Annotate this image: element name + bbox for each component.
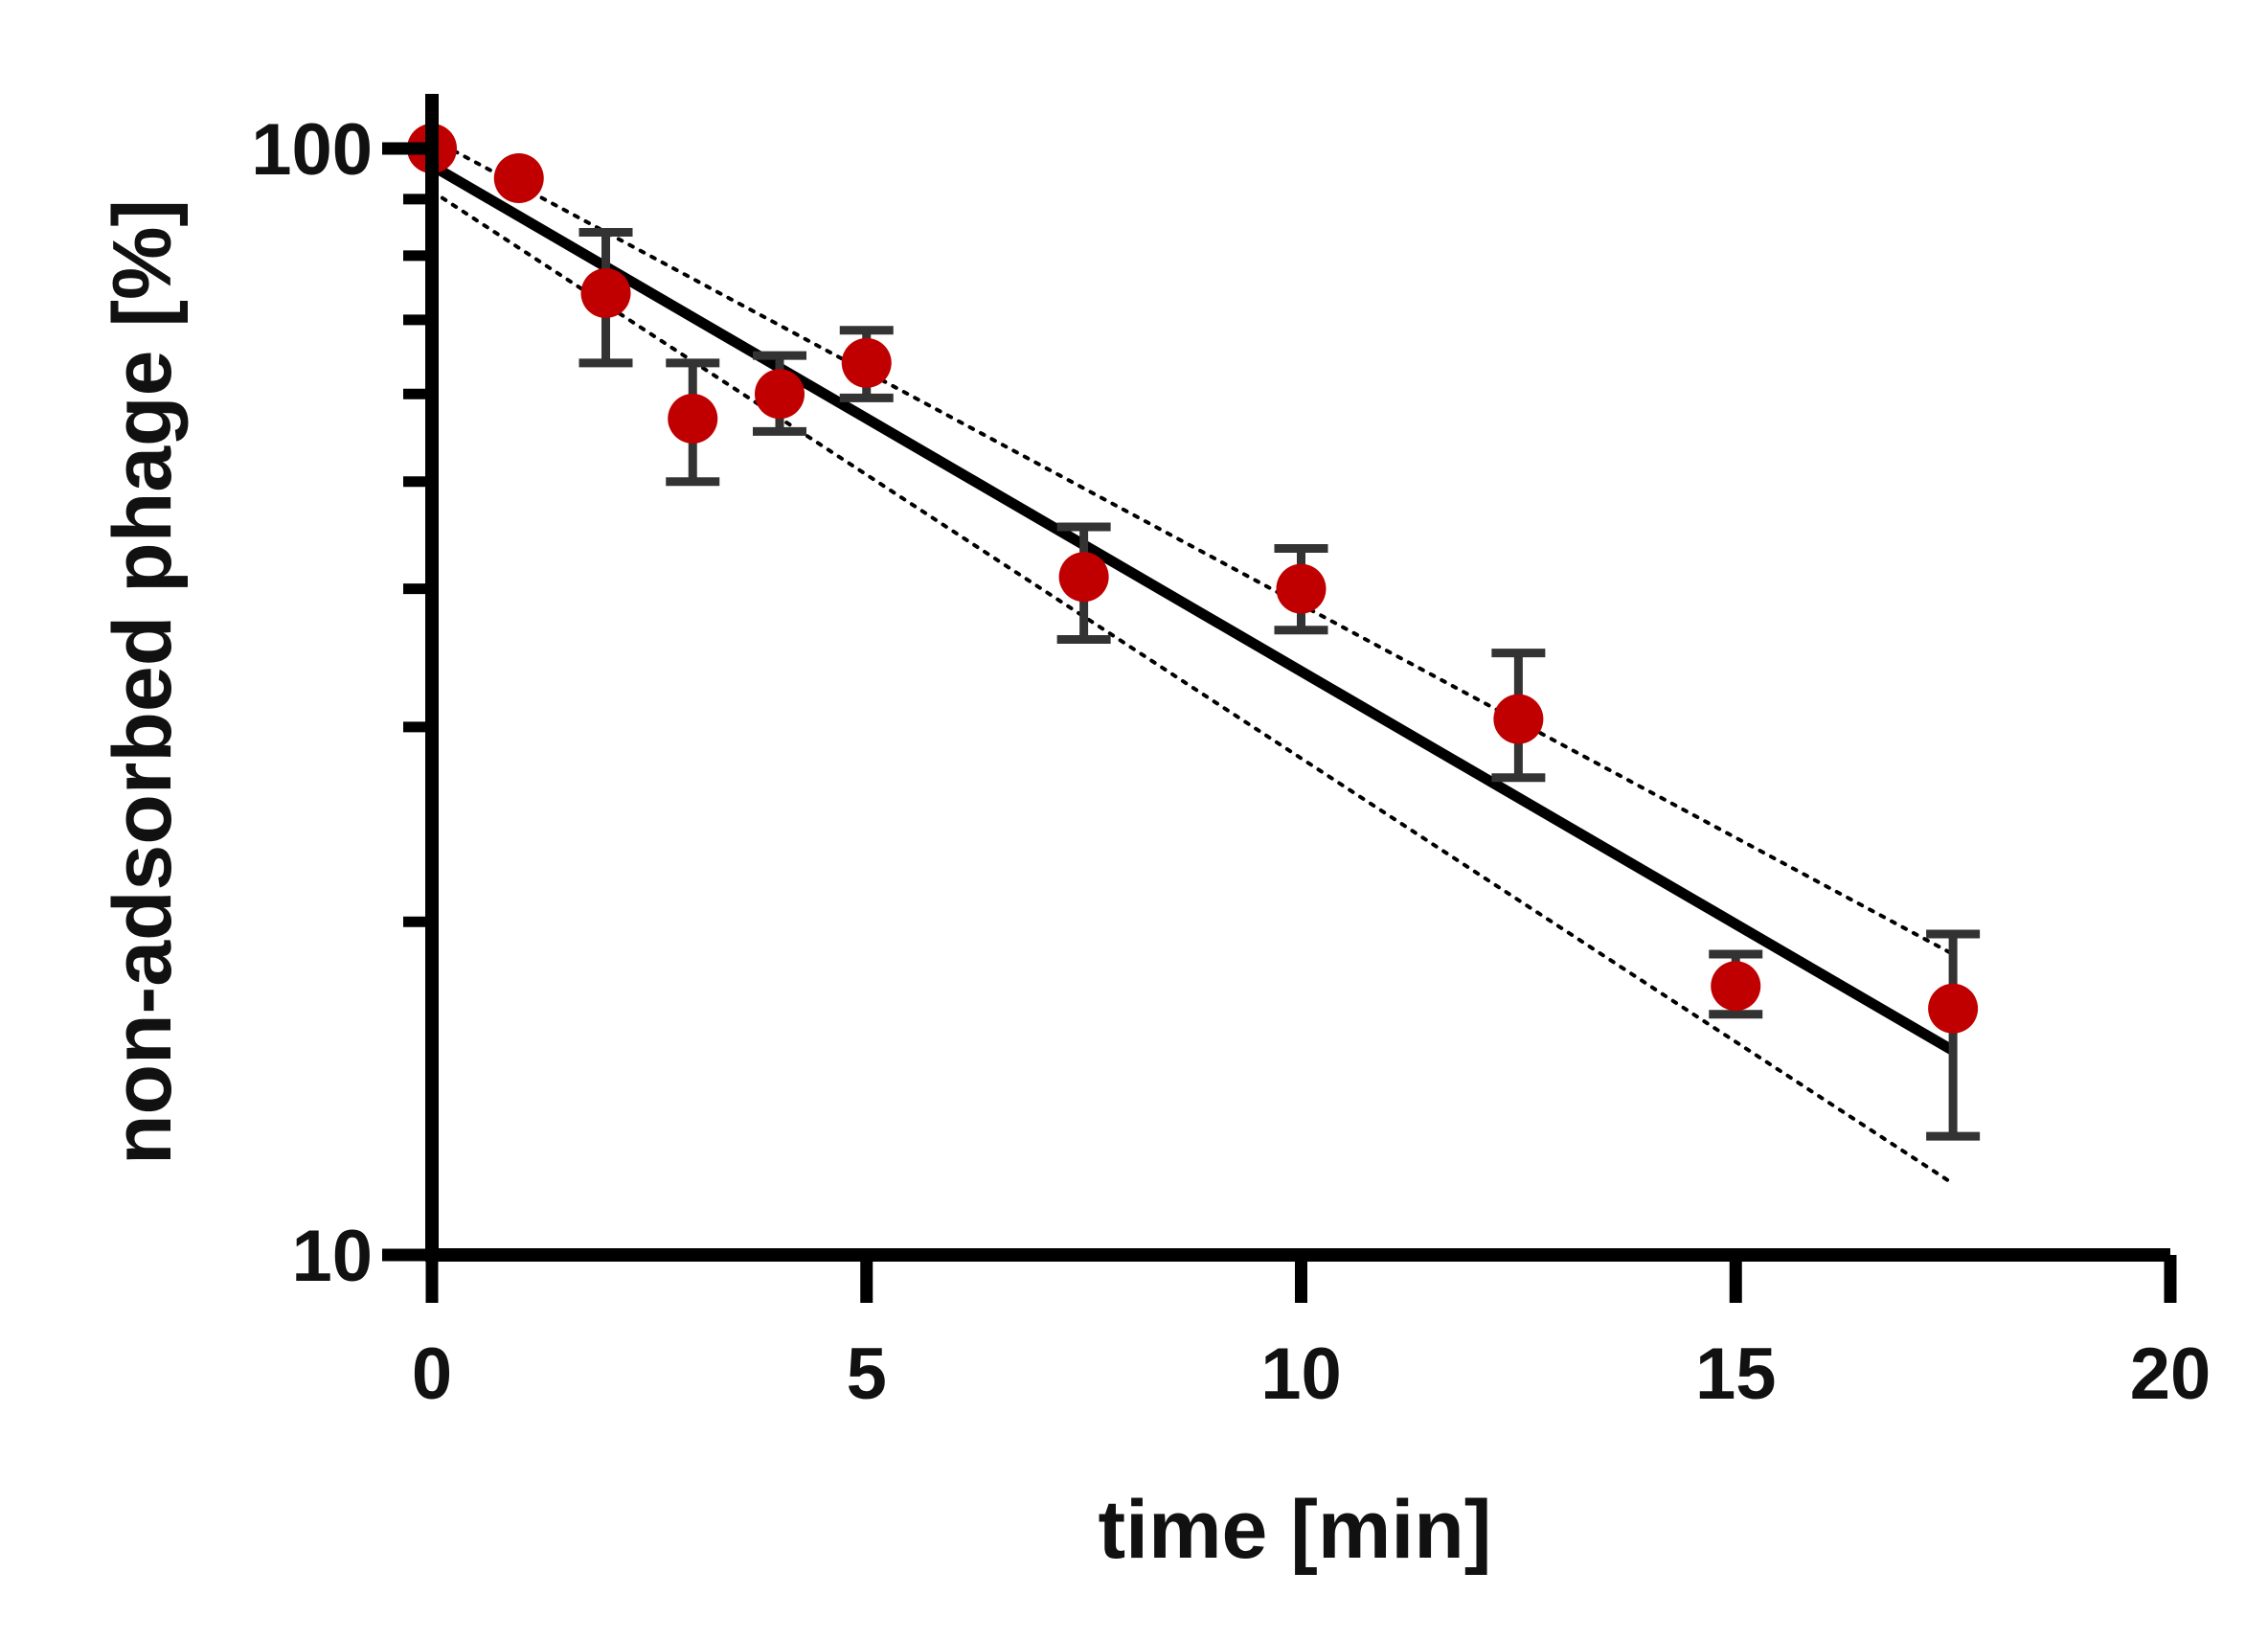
y-tick-label: 100 [251,109,373,191]
data-point [493,153,544,204]
y-tick-label: 10 [291,1216,373,1297]
x-tick-label: 0 [412,1333,452,1415]
y-axis-title: non-adsorbed phage [%] [97,199,189,1165]
x-tick-label: 15 [1695,1333,1777,1415]
data-point [1058,552,1109,603]
data-point [668,393,718,444]
error-bar [1926,929,1981,1141]
ticks: 0 5 10 15 20 10 100 [251,109,2211,1415]
data-point [841,337,892,388]
x-axis-title: time [min] [1099,1484,1492,1576]
fit-line [429,161,1956,1056]
x-tick-label: 10 [1260,1333,1342,1415]
data-point [1711,961,1761,1012]
data-point [755,369,805,420]
data-point [1493,694,1544,744]
plot-area [407,124,1981,1186]
data-point [1276,563,1327,614]
data-point [1928,983,1979,1034]
x-tick-label: 20 [2130,1333,2211,1415]
x-tick-label: 5 [847,1333,887,1415]
data-point [580,268,631,319]
confidence-band-upper [430,137,1956,957]
confidence-band-lower [430,189,1956,1186]
